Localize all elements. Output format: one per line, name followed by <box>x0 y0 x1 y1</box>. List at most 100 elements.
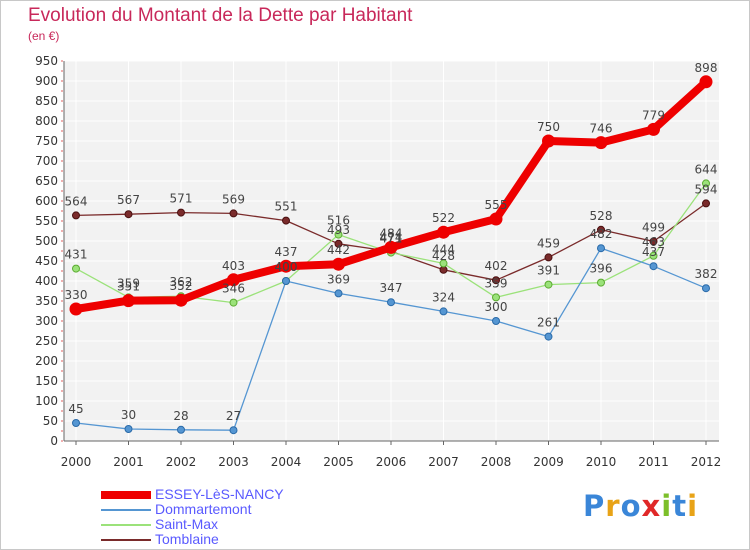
legend-label: Dommartemont <box>155 501 252 517</box>
data-label: 28 <box>173 409 188 423</box>
data-point <box>544 332 553 341</box>
data-label: 351 <box>117 280 140 294</box>
data-label: 516 <box>327 214 350 228</box>
data-point <box>702 199 710 208</box>
data-label: 567 <box>117 193 140 207</box>
data-point <box>124 210 133 219</box>
data-label: 746 <box>590 122 613 136</box>
x-tick-label: 2007 <box>428 455 459 469</box>
data-point <box>492 276 500 285</box>
data-label: 750 <box>537 120 560 134</box>
legend-item: Saint-Max <box>101 517 284 532</box>
data-point <box>492 317 500 325</box>
x-tick-label: 2000 <box>61 455 92 469</box>
data-point <box>334 289 343 298</box>
data-point <box>177 425 185 434</box>
data-label: 779 <box>642 108 665 122</box>
x-tick-label: 2004 <box>271 455 302 469</box>
data-label: 346 <box>222 282 245 296</box>
data-label: 403 <box>222 259 245 273</box>
y-tick-label: 50 <box>43 414 58 428</box>
legend-item: ESSEY-LèS-NANCY <box>101 487 284 502</box>
data-point <box>544 253 553 262</box>
data-label: 898 <box>695 61 718 75</box>
data-label: 396 <box>590 262 613 276</box>
data-label: 352 <box>170 279 193 293</box>
data-label: 359 <box>485 276 508 290</box>
data-label: 400 <box>275 260 298 274</box>
data-label: 528 <box>590 209 613 223</box>
data-point <box>649 262 658 271</box>
x-tick-label: 2001 <box>113 455 144 469</box>
legend-item: Dommartemont <box>101 502 284 517</box>
y-tick-label: 450 <box>35 254 58 268</box>
y-tick-label: 850 <box>35 94 58 108</box>
data-label: 45 <box>68 402 83 416</box>
data-point <box>702 284 710 293</box>
data-point <box>174 293 188 307</box>
y-tick-label: 300 <box>35 314 58 328</box>
data-label: 347 <box>380 281 403 295</box>
x-tick-label: 2002 <box>166 455 197 469</box>
data-label: 571 <box>170 192 193 206</box>
data-point <box>282 216 290 225</box>
data-point <box>384 240 398 254</box>
data-label: 330 <box>65 288 88 302</box>
logo-letter: i <box>687 489 699 523</box>
data-point <box>699 75 713 89</box>
data-label: 442 <box>327 243 350 257</box>
data-point <box>492 293 500 302</box>
data-label: 437 <box>642 245 665 259</box>
y-tick-label: 250 <box>35 334 58 348</box>
data-point <box>177 208 185 217</box>
logo-letter: o <box>620 489 642 523</box>
y-tick-label: 950 <box>35 54 58 68</box>
data-point <box>334 239 343 248</box>
data-point <box>227 273 240 287</box>
data-label: 522 <box>432 211 455 225</box>
y-tick-label: 350 <box>35 294 58 308</box>
legend-label: Tomblaine <box>155 531 219 547</box>
data-point <box>439 259 448 268</box>
data-label: 551 <box>275 200 298 214</box>
data-point <box>597 278 605 287</box>
data-point <box>282 277 290 285</box>
data-point <box>124 425 133 433</box>
data-label: 437 <box>275 245 298 259</box>
y-tick-label: 600 <box>35 194 58 208</box>
data-label: 594 <box>695 182 718 196</box>
data-point <box>332 257 345 271</box>
data-label: 402 <box>485 259 508 273</box>
data-point <box>229 209 238 218</box>
data-label: 459 <box>537 236 560 250</box>
data-point <box>489 212 503 226</box>
chart-subtitle: (en €) <box>28 29 60 43</box>
logo-letter: i <box>661 489 673 523</box>
data-label: 382 <box>695 267 718 281</box>
y-tick-label: 0 <box>50 434 58 448</box>
logo-letter: P <box>583 489 606 523</box>
y-tick-label: 100 <box>35 394 58 408</box>
proxiti-logo: Proxiti <box>583 489 698 523</box>
data-label: 474 <box>380 230 403 244</box>
data-point <box>597 244 605 253</box>
data-point <box>649 237 658 246</box>
x-tick-label: 2012 <box>691 455 722 469</box>
data-label: 493 <box>327 223 350 237</box>
data-label: 471 <box>380 232 403 246</box>
legend-swatch <box>101 538 151 541</box>
data-label: 400 <box>275 260 298 274</box>
legend-label: ESSEY-LèS-NANCY <box>155 486 284 502</box>
y-tick-label: 550 <box>35 214 58 228</box>
data-label: 391 <box>537 264 560 278</box>
data-label: 644 <box>695 162 718 176</box>
data-label: 27 <box>226 409 241 423</box>
y-tick-label: 700 <box>35 154 58 168</box>
legend-label: Saint-Max <box>155 516 219 532</box>
data-label: 482 <box>590 227 613 241</box>
data-label: 569 <box>222 192 245 206</box>
data-point <box>544 280 553 289</box>
data-point <box>72 211 80 220</box>
